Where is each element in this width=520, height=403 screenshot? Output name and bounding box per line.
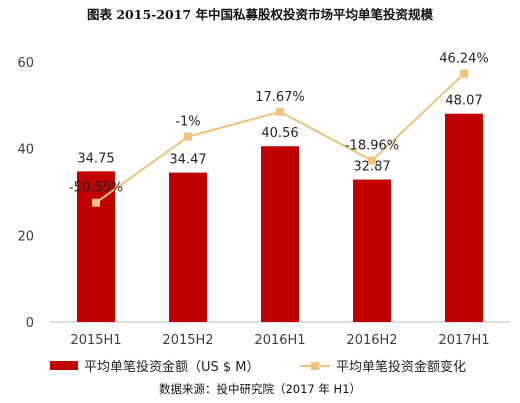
y-tick-label: 20 [17,229,34,244]
legend-item-line: 平均单笔投资金额变化 [300,356,466,375]
line-point [92,198,100,207]
source-note: 数据来源：投中研究院（2017 年 H1） [158,382,362,396]
line-value-label: 17.67% [255,90,305,105]
legend-label-line: 平均单笔投资金额变化 [336,360,467,375]
bar-value-labels: 34.75 34.47 40.56 32.87 48.07 [77,94,482,175]
legend-item-bar: 平均单笔投资金额（US $ M） [50,356,260,375]
legend-swatch-line [300,360,330,372]
y-tick-label: 60 [17,56,34,71]
bar [169,172,207,322]
line-value-label: -18.96% [345,139,399,154]
chart-title: 图表 2015-2017 年中国私募股权投资市场平均单笔投资规模 [87,7,433,22]
x-tick-label: 2016H1 [254,333,305,348]
line-value-labels: -50.55% -1% 17.67% -18.96% 46.24% [69,52,489,196]
legend: 平均单笔投资金额（US $ M） 平均单笔投资金额变化 [0,356,520,376]
bar [261,146,299,322]
line-point [276,107,284,116]
bar [445,113,483,323]
x-tick-label: 2015H1 [70,333,121,348]
x-tick-label: 2017H1 [438,333,489,348]
line-point [460,69,468,78]
bar [77,171,115,322]
bar-value-label: 34.47 [169,153,206,168]
line-series [92,69,468,207]
bar-series [77,113,483,323]
bar-value-label: 48.07 [445,94,482,109]
legend-label-bar: 平均单笔投资金额（US $ M） [84,360,260,375]
line-value-label: -50.55% [69,181,123,196]
legend-swatch-bar [50,361,78,370]
y-tick-label: 40 [17,143,34,158]
line-point [368,156,376,165]
y-tick-label: 0 [26,316,34,331]
x-tick-label: 2015H2 [162,333,213,348]
line-value-label: 46.24% [439,52,489,67]
bar-value-label: 34.75 [77,151,114,166]
line-value-label: -1% [175,115,200,130]
bar-value-label: 40.56 [261,126,298,141]
line-point [184,132,192,141]
x-tick-label: 2016H2 [346,333,397,348]
bar-value-label: 32.87 [353,160,390,175]
bar [353,179,391,322]
